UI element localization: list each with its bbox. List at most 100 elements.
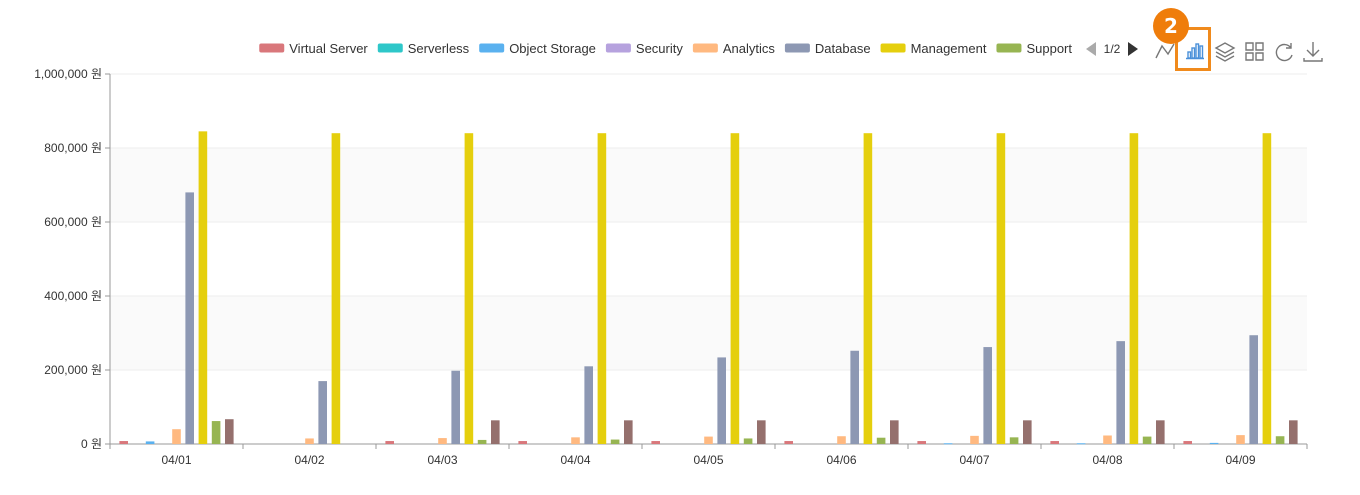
bar-database[interactable]	[1116, 341, 1125, 444]
legend-swatch[interactable]	[259, 43, 285, 53]
highlight-box	[1175, 27, 1211, 71]
y-tick-label: 1,000,000 원	[34, 67, 102, 81]
legend-swatch[interactable]	[479, 43, 505, 53]
y-tick-label: 0 원	[81, 437, 102, 451]
bar-virtual-server[interactable]	[917, 441, 926, 444]
bar-analytics[interactable]	[970, 435, 979, 444]
bar-support[interactable]	[610, 439, 620, 444]
y-tick-label: 400,000 원	[44, 289, 102, 303]
legend-next-icon[interactable]	[1128, 42, 1138, 56]
bar-analytics[interactable]	[571, 437, 580, 444]
bar-management[interactable]	[1129, 133, 1139, 444]
bar-support[interactable]	[743, 438, 753, 444]
x-tick-label: 04/04	[560, 453, 590, 467]
bar-management[interactable]	[597, 133, 607, 444]
bar-page-2[interactable]	[225, 419, 234, 444]
bar-support[interactable]	[477, 439, 487, 444]
legend-item-label[interactable]: Object Storage	[509, 41, 596, 56]
bar-support[interactable]	[1275, 436, 1285, 444]
bar-support[interactable]	[211, 421, 221, 444]
bar-object-storage[interactable]	[1209, 442, 1219, 444]
legend-swatch[interactable]	[692, 43, 718, 53]
bar-page-2[interactable]	[1156, 420, 1165, 444]
x-tick-label: 04/05	[693, 453, 723, 467]
bar-virtual-server[interactable]	[784, 441, 793, 444]
bar-analytics[interactable]	[704, 436, 713, 444]
bar-database[interactable]	[584, 366, 593, 444]
bar-database[interactable]	[717, 357, 726, 444]
x-tick-label: 04/09	[1225, 453, 1255, 467]
restore-icon[interactable]	[1275, 43, 1293, 62]
bar-management[interactable]	[730, 133, 740, 444]
legend-page-label: 1/2	[1104, 42, 1121, 56]
tiled-icon[interactable]	[1245, 42, 1264, 61]
bar-database[interactable]	[185, 192, 194, 444]
bar-management[interactable]	[464, 133, 474, 444]
x-tick-label: 04/01	[161, 453, 191, 467]
bar-object-storage[interactable]	[145, 441, 155, 444]
bar-database[interactable]	[318, 381, 327, 444]
legend-swatch[interactable]	[605, 43, 631, 53]
legend-item-label[interactable]: Serverless	[408, 41, 470, 56]
bar-page-2[interactable]	[1289, 420, 1298, 444]
bar-support[interactable]	[1009, 437, 1019, 444]
bar-virtual-server[interactable]	[651, 441, 660, 444]
grid-band	[110, 370, 1307, 444]
legend-item-label[interactable]: Security	[636, 41, 683, 56]
bar-page-2[interactable]	[757, 420, 766, 444]
bar-management[interactable]	[198, 131, 208, 444]
bar-virtual-server[interactable]	[1183, 441, 1192, 444]
bar-analytics[interactable]	[837, 436, 846, 444]
bar-page-2[interactable]	[491, 420, 500, 444]
bar-management[interactable]	[1262, 133, 1272, 444]
bar-management[interactable]	[863, 133, 873, 444]
bar-management[interactable]	[996, 133, 1006, 444]
x-tick-label: 04/08	[1092, 453, 1122, 467]
legend-item-label[interactable]: Support	[1026, 41, 1072, 56]
bar-virtual-server[interactable]	[119, 441, 128, 444]
legend-prev-icon[interactable]	[1086, 42, 1096, 56]
grid-band	[110, 296, 1307, 370]
x-tick-label: 04/03	[427, 453, 457, 467]
bar-chart-icon[interactable]	[1186, 43, 1204, 60]
stack-icon[interactable]	[1214, 42, 1236, 62]
bar-analytics[interactable]	[305, 438, 314, 444]
grid-band	[110, 222, 1307, 296]
bar-support[interactable]	[876, 437, 886, 444]
line-chart-icon[interactable]	[1155, 43, 1175, 59]
x-tick-label: 04/06	[826, 453, 856, 467]
legend-swatch[interactable]	[996, 43, 1022, 53]
bar-database[interactable]	[1249, 335, 1258, 444]
bar-analytics[interactable]	[438, 438, 447, 444]
bar-database[interactable]	[983, 347, 992, 444]
legend-item-label[interactable]: Analytics	[723, 41, 776, 56]
bar-page-2[interactable]	[1023, 420, 1032, 444]
bar-analytics[interactable]	[1103, 435, 1112, 444]
bar-object-storage[interactable]	[1076, 443, 1086, 445]
legend-item-label[interactable]: Database	[815, 41, 871, 56]
bar-page-2[interactable]	[624, 420, 633, 444]
download-icon[interactable]	[1303, 42, 1323, 62]
legend-swatch[interactable]	[377, 43, 403, 53]
bar-database[interactable]	[451, 370, 460, 444]
bar-virtual-server[interactable]	[518, 441, 527, 444]
bar-page-2[interactable]	[890, 420, 899, 444]
x-tick-label: 04/02	[294, 453, 324, 467]
legend-item-label[interactable]: Management	[911, 41, 987, 56]
bar-management[interactable]	[331, 133, 341, 444]
bar-virtual-server[interactable]	[1050, 441, 1059, 444]
bar-analytics[interactable]	[172, 429, 181, 444]
bar-object-storage[interactable]	[943, 443, 953, 445]
bar-virtual-server[interactable]	[385, 441, 394, 444]
bar-analytics[interactable]	[1236, 435, 1245, 444]
y-tick-label: 200,000 원	[44, 363, 102, 377]
legend-swatch[interactable]	[880, 43, 906, 53]
legend-swatch[interactable]	[784, 43, 810, 53]
x-tick-label: 04/07	[959, 453, 989, 467]
bar-support[interactable]	[1142, 436, 1152, 444]
legend-item-label[interactable]: Virtual Server	[289, 41, 368, 56]
y-tick-label: 800,000 원	[44, 141, 102, 155]
bar-database[interactable]	[850, 350, 859, 444]
